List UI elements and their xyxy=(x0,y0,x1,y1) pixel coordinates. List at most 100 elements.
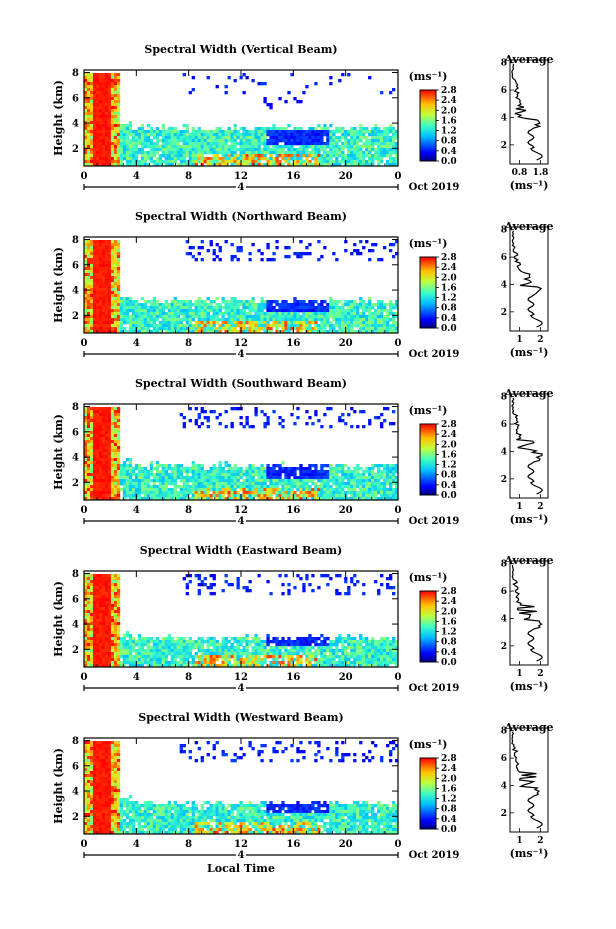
heatmap-cell xyxy=(101,449,106,453)
heatmap-cell xyxy=(266,127,270,131)
heatmap-cell xyxy=(107,580,112,584)
heatmap-cell xyxy=(116,249,121,253)
heatmap-cell xyxy=(89,103,94,107)
heatmap-cell xyxy=(305,485,309,489)
heatmap-cell xyxy=(380,133,384,137)
heatmap-cell xyxy=(173,324,177,328)
heatmap-cell xyxy=(98,139,103,143)
heatmap-cell xyxy=(104,300,109,304)
heatmap-cell xyxy=(110,94,115,98)
heatmap-cell xyxy=(260,318,264,322)
heatmap-cell xyxy=(128,482,133,486)
heatmap-cell xyxy=(89,157,94,161)
heatmap-cell xyxy=(101,410,106,414)
heatmap-cell xyxy=(89,476,94,480)
heatmap-cell xyxy=(365,321,369,325)
heatmap-cell xyxy=(365,479,369,483)
heatmap-cell xyxy=(242,470,246,474)
heatmap-cell xyxy=(86,652,91,656)
heatmap-cell xyxy=(140,303,145,307)
heatmap-cell xyxy=(251,148,255,152)
heatmap-cell xyxy=(203,318,207,322)
heatmap-cell xyxy=(245,485,249,489)
heatmap-cell xyxy=(257,160,261,164)
heatmap-cell xyxy=(362,303,366,307)
heatmap-cell xyxy=(84,124,88,128)
heatmap-cell xyxy=(92,601,97,605)
heatmap-cell xyxy=(362,488,366,492)
heatmap-cell xyxy=(278,473,282,477)
heatmap-cell xyxy=(107,446,112,450)
heatmap-cell xyxy=(260,464,264,468)
panel-title: Spectral Width (Vertical Beam) xyxy=(144,43,337,56)
heatmap-cell xyxy=(86,473,91,477)
heatmap-cell xyxy=(233,324,237,328)
heatmap-cell xyxy=(84,82,88,86)
heatmap-cell xyxy=(107,318,112,322)
heatmap-cell xyxy=(158,485,163,489)
heatmap-cell xyxy=(101,112,106,116)
heatmap-cell xyxy=(113,282,118,286)
heatmap-cell xyxy=(320,324,324,328)
heatmap-cell xyxy=(374,130,378,134)
heatmap-cell xyxy=(101,151,106,155)
heatmap-cell xyxy=(359,312,363,316)
heatmap-cell xyxy=(287,473,291,477)
heatmap-cell xyxy=(101,497,106,501)
heatmap-cell xyxy=(374,243,378,247)
heatmap-cell xyxy=(329,142,333,146)
heatmap-cell xyxy=(332,482,336,486)
heatmap-cell xyxy=(119,300,124,304)
heatmap-cell xyxy=(311,327,315,331)
heatmap-cell xyxy=(287,309,291,313)
heatmap-cell xyxy=(308,139,312,143)
heatmap-cell xyxy=(134,658,139,662)
heatmap-cell xyxy=(113,488,118,492)
heatmap-cell xyxy=(98,267,103,271)
heatmap-cell xyxy=(347,491,351,495)
heatmap-cell xyxy=(167,482,172,486)
heatmap-cell xyxy=(84,452,88,456)
heatmap-cell xyxy=(116,497,121,501)
heatmap-cell xyxy=(251,315,255,319)
heatmap-cell xyxy=(266,470,270,474)
heatmap-cell xyxy=(257,330,261,334)
heatmap-cell xyxy=(140,142,145,146)
heatmap-cell xyxy=(95,619,100,623)
heatmap-cell xyxy=(356,491,360,495)
heatmap-cell xyxy=(86,76,91,80)
heatmap-cell xyxy=(377,157,381,161)
heatmap-cell xyxy=(125,479,130,483)
heatmap-cell xyxy=(374,318,378,322)
heatmap-cell xyxy=(368,419,372,423)
heatmap-cell xyxy=(143,160,148,164)
heatmap-cell xyxy=(266,309,270,313)
heatmap-cell xyxy=(89,139,94,143)
heatmap-cell xyxy=(95,88,100,92)
heatmap-cell xyxy=(84,303,88,307)
heatmap-cell xyxy=(335,145,339,149)
heatmap-cell xyxy=(182,425,186,429)
heatmap-cell xyxy=(365,145,369,149)
heatmap-cell xyxy=(92,112,97,116)
heatmap-cell xyxy=(314,82,318,86)
heatmap-cell xyxy=(95,595,100,599)
heatmap-cell xyxy=(92,100,97,104)
heatmap-cell xyxy=(221,136,225,140)
heatmap-cell xyxy=(368,309,372,313)
heatmap-cell xyxy=(116,306,121,310)
heatmap xyxy=(84,73,399,167)
heatmap-cell xyxy=(101,282,106,286)
heatmap-cell xyxy=(191,482,195,486)
heatmap-cell xyxy=(116,491,121,495)
heatmap-cell xyxy=(107,327,112,331)
heatmap-cell xyxy=(293,491,297,495)
heatmap-cell xyxy=(149,127,154,131)
heatmap-cell xyxy=(257,485,261,489)
heatmap-cell xyxy=(368,300,372,304)
heatmap-cell xyxy=(371,154,375,158)
heatmap-cell xyxy=(185,142,189,146)
heatmap-cell xyxy=(86,440,91,444)
heatmap-cell xyxy=(251,473,255,477)
heatmap-cell xyxy=(113,160,118,164)
